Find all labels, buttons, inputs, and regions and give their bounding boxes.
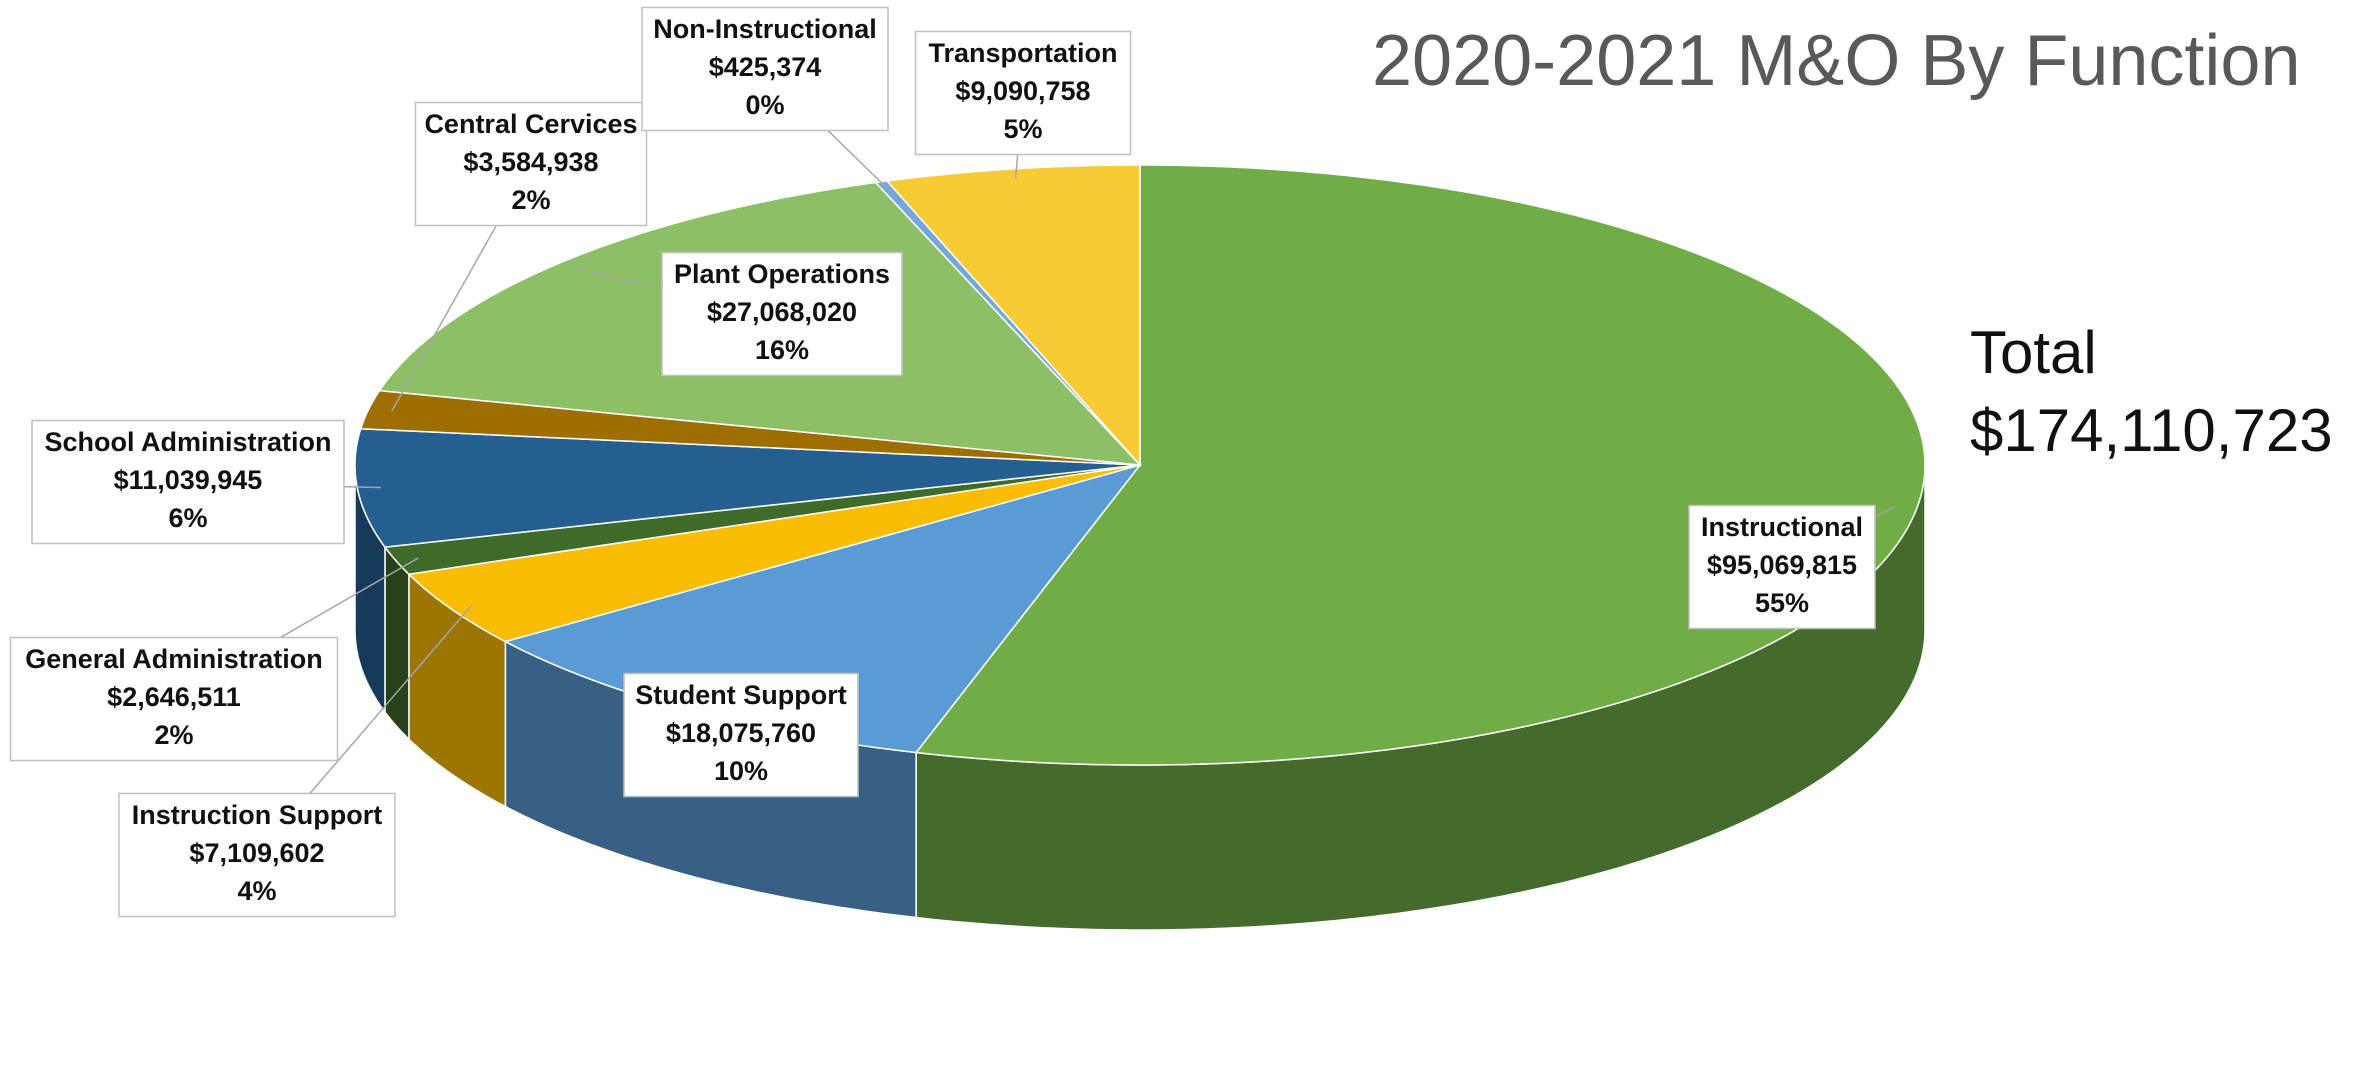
label-box [661, 251, 903, 377]
category-label: Instructional [1701, 512, 1863, 542]
category-label: Non-Instructional [653, 14, 877, 44]
slice [885, 164, 1141, 467]
percent-label: 10% [714, 756, 768, 786]
percent-label: 0% [745, 90, 784, 120]
category-label: Plant Operations [674, 259, 890, 289]
value-label: $27,068,020 [707, 297, 857, 327]
category-label: School Administration [44, 427, 331, 457]
slice [354, 427, 1141, 548]
value-label: $18,075,760 [666, 718, 816, 748]
category-label: Instruction Support [132, 800, 382, 830]
value-label: $2,646,511 [107, 682, 241, 712]
label-box [641, 6, 889, 132]
chart-title: 2020-2021 M&O By Function [1372, 21, 2301, 101]
percent-label: 55% [1755, 588, 1809, 618]
value-label: $7,109,602 [189, 838, 324, 868]
category-label: Student Support [635, 680, 846, 710]
value-label: $425,374 [709, 52, 822, 82]
percent-label: 4% [237, 876, 276, 906]
label-box [1688, 504, 1876, 630]
slice [383, 464, 1141, 576]
total-value: $174,110,723 [1970, 397, 2333, 464]
value-label: $95,069,815 [1707, 550, 1857, 580]
slice [914, 164, 1926, 766]
category-label: Transportation [928, 38, 1117, 68]
percent-label: 2% [154, 720, 193, 750]
percent-label: 6% [168, 503, 207, 533]
label-box [9, 636, 339, 762]
label-box [414, 101, 648, 227]
value-label: $3,584,938 [463, 147, 598, 177]
label-box [914, 30, 1132, 156]
label-box [118, 792, 396, 918]
slice [407, 464, 1141, 643]
category-label: General Administration [25, 644, 323, 674]
value-label: $11,039,945 [114, 465, 263, 495]
label-box [31, 419, 345, 545]
percent-label: 2% [511, 185, 550, 215]
total-label: Total [1970, 319, 2097, 386]
percent-label: 5% [1003, 114, 1042, 144]
value-label: $9,090,758 [955, 76, 1090, 106]
category-label: Central Cervices [424, 109, 637, 139]
percent-label: 16% [755, 335, 809, 365]
label-box [623, 672, 859, 798]
